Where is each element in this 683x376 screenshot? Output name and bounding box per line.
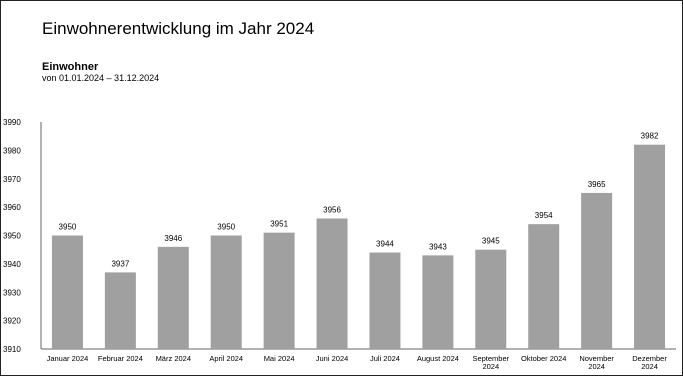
y-tick-label: 3920 — [3, 317, 21, 326]
x-tick-label: Juni 2024 — [316, 354, 349, 363]
x-tick-label: Dezember 2024 — [632, 354, 667, 371]
bar-value-label: 3950 — [217, 223, 235, 232]
bar-value-label: 3937 — [111, 259, 129, 268]
bar-11 — [581, 192, 613, 349]
x-tick-label: März 2024 — [156, 354, 191, 363]
y-tick-label: 3950 — [3, 232, 21, 241]
x-tick-label-line: Januar 2024 — [47, 354, 89, 363]
bar-8 — [422, 255, 454, 349]
x-tick-label: September 2024 — [472, 354, 509, 371]
bar-6 — [316, 218, 348, 349]
bar-2 — [104, 272, 136, 349]
x-tick-label-line: 2024 — [588, 362, 605, 371]
bar-7 — [369, 252, 401, 349]
x-tick-label: Januar 2024 — [47, 354, 89, 363]
bar-value-label: 3945 — [482, 237, 500, 246]
x-tick-label-line: 2024 — [641, 362, 658, 371]
bar-value-label: 3944 — [376, 240, 394, 249]
y-tick-label: 3970 — [3, 175, 21, 184]
bar-9 — [475, 249, 507, 349]
bar-10 — [528, 224, 560, 349]
y-tick-label: 3940 — [3, 260, 21, 269]
x-tick-label-line: Juni 2024 — [316, 354, 349, 363]
x-tick-label-line: September — [472, 354, 509, 363]
bar-value-label: 3950 — [59, 223, 77, 232]
x-tick-label: Februar 2024 — [98, 354, 143, 363]
x-tick-label: Juli 2024 — [370, 354, 400, 363]
bar-value-label: 3982 — [641, 132, 659, 141]
x-tick-label-line: Dezember — [632, 354, 667, 363]
x-tick-label-line: August 2024 — [417, 354, 459, 363]
bar-value-label: 3965 — [588, 180, 606, 189]
bar-12 — [634, 144, 666, 349]
bar-5 — [263, 232, 295, 349]
bar-1 — [51, 235, 83, 349]
x-tick-label: November 2024 — [579, 354, 614, 371]
x-tick-label: April 2024 — [209, 354, 243, 363]
bar-value-label: 3954 — [535, 211, 553, 220]
y-tick-label: 3910 — [3, 345, 21, 354]
chart-title: Einwohnerentwicklung im Jahr 2024 — [42, 19, 315, 38]
x-tick-label-line: Oktober 2024 — [521, 354, 566, 363]
x-tick-label-line: April 2024 — [209, 354, 243, 363]
x-tick-label: August 2024 — [417, 354, 459, 363]
bar-3 — [157, 246, 189, 349]
x-tick-label: Mai 2024 — [264, 354, 295, 363]
y-tick-label: 3960 — [3, 203, 21, 212]
bar-value-label: 3951 — [270, 220, 288, 229]
x-tick-label-line: November — [579, 354, 614, 363]
date-range: von 01.01.2024 – 31.12.2024 — [42, 73, 160, 83]
bar-value-label: 3943 — [429, 242, 447, 251]
x-tick-label-line: Mai 2024 — [264, 354, 295, 363]
chart-subtitle: Einwohner — [42, 61, 99, 73]
x-tick-label-line: Februar 2024 — [98, 354, 143, 363]
y-tick-label: 3980 — [3, 146, 21, 155]
x-tick-label-line: März 2024 — [156, 354, 191, 363]
bar-value-label: 3956 — [323, 205, 341, 214]
x-tick-label-line: Juli 2024 — [370, 354, 400, 363]
bar-4 — [210, 235, 242, 349]
x-tick-label: Oktober 2024 — [521, 354, 566, 363]
x-tick-label-line: 2024 — [482, 362, 499, 371]
bar-value-label: 3946 — [164, 234, 182, 243]
y-tick-label: 3930 — [3, 288, 21, 297]
y-tick-label: 3990 — [3, 118, 21, 127]
